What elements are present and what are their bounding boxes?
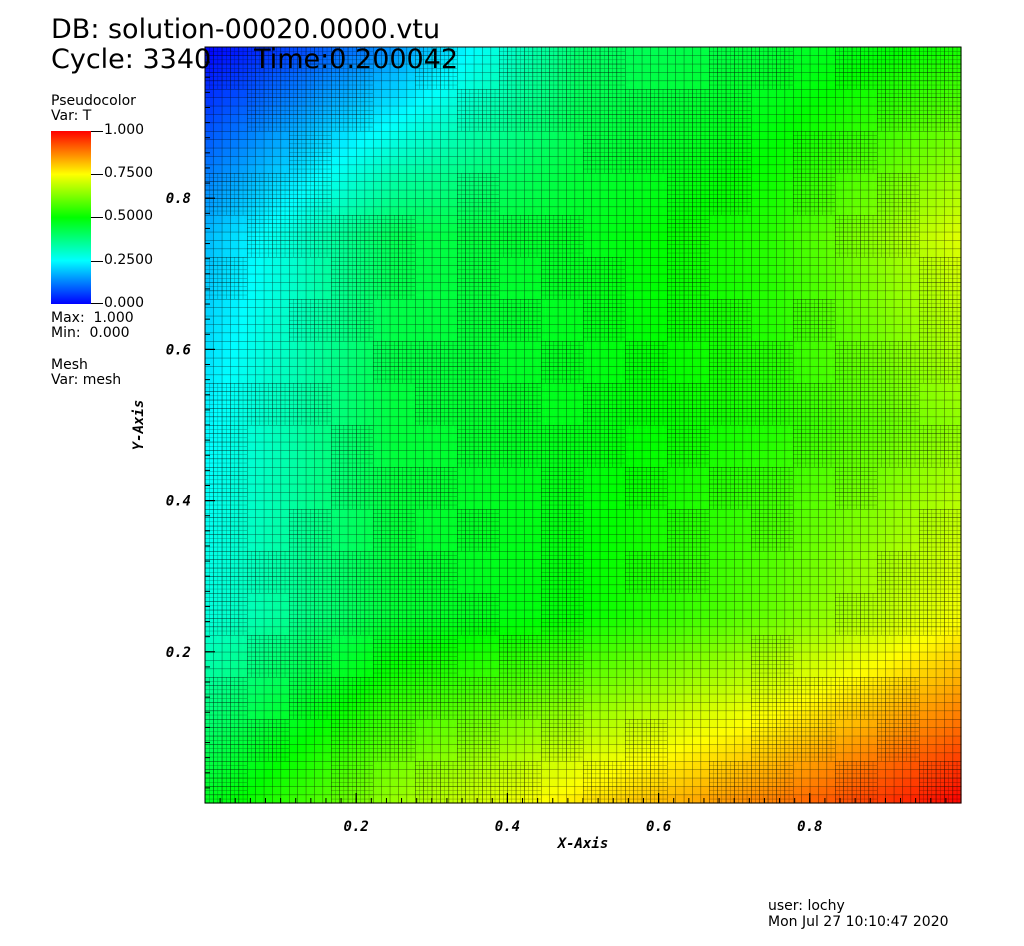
database-title: DB: solution-00020.0000.vtu xyxy=(51,14,441,45)
